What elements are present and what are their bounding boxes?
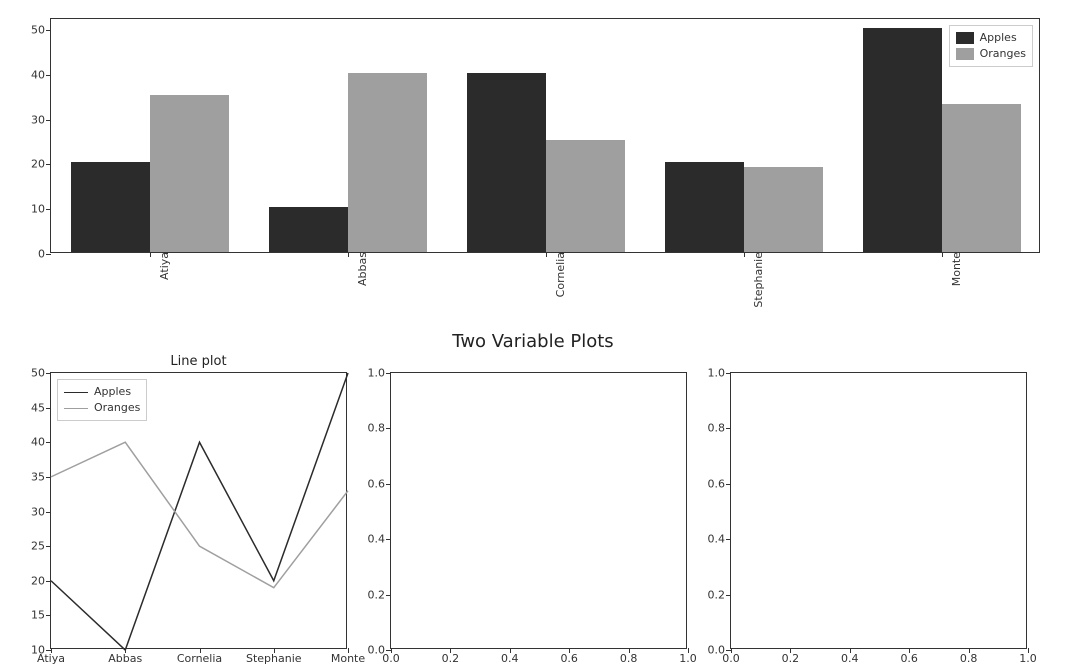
y-tick-label: 20 bbox=[31, 158, 51, 171]
bar-apples bbox=[269, 207, 348, 252]
bar-oranges bbox=[744, 167, 823, 252]
bar-oranges bbox=[942, 104, 1021, 252]
x-tick-label: 0.2 bbox=[782, 648, 800, 665]
bar-apples bbox=[71, 162, 150, 252]
y-tick-label: 15 bbox=[31, 609, 51, 622]
figure: ApplesOranges 01020304050AtiyaAbbasCorne… bbox=[0, 0, 1066, 672]
x-tick-label: 0.4 bbox=[841, 648, 859, 665]
legend-swatch bbox=[956, 32, 974, 44]
x-tick-label: Cornelia bbox=[177, 648, 222, 665]
y-tick-label: 0.2 bbox=[708, 588, 732, 601]
bar-oranges bbox=[150, 95, 229, 252]
y-tick-label: 0.4 bbox=[368, 533, 392, 546]
x-tick-label: Stephanie bbox=[744, 252, 765, 308]
x-tick-label: 0.2 bbox=[442, 648, 460, 665]
bar-apples bbox=[863, 28, 942, 252]
legend-label: Oranges bbox=[94, 400, 140, 416]
y-tick-label: 25 bbox=[31, 540, 51, 553]
x-tick-label: 0.8 bbox=[620, 648, 638, 665]
x-tick-label: Abbas bbox=[108, 648, 142, 665]
figure-suptitle: Two Variable Plots bbox=[0, 331, 1066, 352]
empty-panel-2: 0.00.20.40.60.81.00.00.20.40.60.81.0 bbox=[730, 372, 1027, 649]
bar-apples bbox=[467, 73, 546, 252]
bar-apples bbox=[665, 162, 744, 252]
legend-item-apples: Apples bbox=[956, 30, 1026, 46]
legend-label: Apples bbox=[980, 30, 1017, 46]
x-tick-label: Cornelia bbox=[546, 252, 567, 297]
legend-line-swatch bbox=[64, 392, 88, 393]
y-tick-label: 1.0 bbox=[708, 367, 732, 380]
y-tick-label: 0.2 bbox=[368, 588, 392, 601]
y-tick-label: 40 bbox=[31, 436, 51, 449]
bar-chart-legend: ApplesOranges bbox=[949, 25, 1033, 67]
empty-panel-1: 0.00.20.40.60.81.00.00.20.40.60.81.0 bbox=[390, 372, 687, 649]
line-oranges bbox=[51, 442, 348, 587]
x-tick-label: 0.6 bbox=[900, 648, 918, 665]
y-tick-label: 0.6 bbox=[708, 477, 732, 490]
x-tick-label: Stephanie bbox=[246, 648, 302, 665]
legend-item-apples: Apples bbox=[64, 384, 140, 400]
y-tick-label: 50 bbox=[31, 24, 51, 37]
legend-label: Oranges bbox=[980, 46, 1026, 62]
bar-oranges bbox=[546, 140, 625, 252]
y-tick-label: 10 bbox=[31, 203, 51, 216]
y-tick-label: 35 bbox=[31, 470, 51, 483]
legend-item-oranges: Oranges bbox=[956, 46, 1026, 62]
y-tick-label: 20 bbox=[31, 574, 51, 587]
line-chart-panel: ApplesOranges 101520253035404550AtiyaAbb… bbox=[50, 372, 347, 649]
x-tick-label: 0.0 bbox=[382, 648, 400, 665]
y-tick-label: 45 bbox=[31, 401, 51, 414]
y-tick-label: 1.0 bbox=[368, 367, 392, 380]
legend-swatch bbox=[956, 48, 974, 60]
y-tick-label: 30 bbox=[31, 505, 51, 518]
bar-oranges bbox=[348, 73, 427, 252]
x-tick-label: 1.0 bbox=[1019, 648, 1037, 665]
bar-chart-panel: ApplesOranges 01020304050AtiyaAbbasCorne… bbox=[50, 18, 1040, 253]
legend-item-oranges: Oranges bbox=[64, 400, 140, 416]
y-tick-label: 0.4 bbox=[708, 533, 732, 546]
x-tick-label: 0.4 bbox=[501, 648, 519, 665]
y-tick-label: 40 bbox=[31, 68, 51, 81]
x-tick-label: Monte bbox=[331, 648, 365, 665]
y-tick-label: 0.6 bbox=[368, 477, 392, 490]
line-chart-title: Line plot bbox=[50, 354, 347, 369]
x-tick-label: 0.6 bbox=[560, 648, 578, 665]
x-tick-label: Abbas bbox=[348, 252, 369, 286]
x-tick-label: Monte bbox=[942, 252, 963, 286]
x-tick-label: Atiya bbox=[150, 252, 171, 280]
y-tick-label: 0.8 bbox=[368, 422, 392, 435]
x-tick-label: 0.8 bbox=[960, 648, 978, 665]
y-tick-label: 50 bbox=[31, 367, 51, 380]
x-tick-label: 1.0 bbox=[679, 648, 697, 665]
y-tick-label: 0 bbox=[38, 248, 51, 261]
y-tick-label: 0.8 bbox=[708, 422, 732, 435]
x-tick-label: Atiya bbox=[37, 648, 65, 665]
y-tick-label: 30 bbox=[31, 113, 51, 126]
bar-chart-plot-area bbox=[51, 19, 1039, 252]
legend-label: Apples bbox=[94, 384, 131, 400]
x-tick-label: 0.0 bbox=[722, 648, 740, 665]
legend-line-swatch bbox=[64, 408, 88, 409]
line-chart-legend: ApplesOranges bbox=[57, 379, 147, 421]
